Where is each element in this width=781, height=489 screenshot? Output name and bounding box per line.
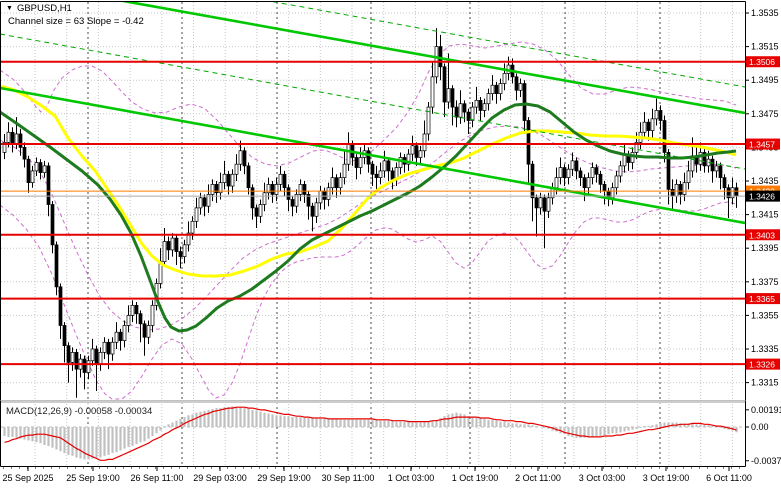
- price-tick-label: 1.3315: [751, 378, 779, 388]
- time-tick-label: 1 Oct 03:00: [388, 473, 435, 483]
- price-tick-label: 1.3415: [751, 210, 779, 220]
- level-box: [746, 138, 780, 150]
- level-box: [746, 358, 780, 370]
- bid-price-box: [746, 190, 780, 202]
- price-axis[interactable]: 1.35351.35151.34951.34751.34551.34351.34…: [745, 0, 781, 489]
- time-tick-label: 6 Oct 11:00: [706, 473, 752, 483]
- macd-signal-line: [4, 406, 737, 461]
- price-tick-label: 1.3395: [751, 243, 779, 253]
- level-box: [746, 56, 780, 68]
- time-tick-label: 29 Sep 03:00: [193, 473, 247, 483]
- macd-indicator-label: MACD(12,26,9) -0.00058 -0.00034: [6, 406, 153, 417]
- macd-scale-label: 0.00: [751, 422, 769, 432]
- pane-borders: [0, 1, 746, 467]
- level-box: [746, 229, 780, 241]
- main-pane[interactable]: [0, 0, 745, 400]
- channel-mid_dashed: [1, 33, 745, 170]
- time-tick-label: 3 Oct 03:00: [579, 473, 626, 483]
- candles: [2, 28, 739, 398]
- channel-lower_solid: [1, 86, 745, 225]
- macd-scale-label: -0.00375: [751, 456, 781, 466]
- time-tick-label: 25 Sep 19:00: [66, 473, 120, 483]
- level-label: 1.3326: [749, 360, 775, 370]
- macd-scale-label: 0.00191: [751, 405, 781, 415]
- ma-fast-yellow: [1, 84, 737, 278]
- level-label: 1.3365: [749, 294, 775, 304]
- time-tick-label: 3 Oct 19:00: [643, 473, 690, 483]
- level-label: 1.3403: [749, 230, 775, 240]
- price-tick-label: 1.3475: [751, 109, 779, 119]
- price-tick-label: 1.3535: [751, 8, 779, 18]
- price-tick-label: 1.3495: [751, 75, 779, 85]
- price-tick-label: 1.3435: [751, 176, 779, 186]
- time-tick-label: 25 Sep 2025: [2, 473, 53, 483]
- price-tick-label: 1.3335: [751, 344, 779, 354]
- channel-upper_solid: [121, 2, 745, 115]
- level-label: 1.3506: [749, 57, 775, 67]
- time-tick-label: 30 Sep 11:00: [322, 473, 375, 483]
- time-tick-label: 2 Oct 11:00: [515, 473, 561, 483]
- bollinger-lower-band: [1, 201, 737, 400]
- time-tick-label: 26 Sep 11:00: [131, 473, 184, 483]
- level-label: 1.3457: [749, 140, 775, 150]
- price-tick-label: 1.3515: [751, 42, 779, 52]
- price-tick-label: 1.3375: [751, 277, 779, 287]
- ma-slow-green: [1, 102, 737, 333]
- symbol-label: GBPUSD,H1: [16, 3, 72, 14]
- level-box: [746, 293, 780, 305]
- macd-pane[interactable]: [3, 406, 738, 461]
- bid-price-label: 1.3426: [749, 192, 775, 202]
- channel-upper_dashed: [272, 2, 745, 88]
- time-tick-label: 29 Sep 19:00: [257, 473, 311, 483]
- bollinger-upper-band: [1, 41, 737, 167]
- channel-info-label: Channel size = 63 Slope = -0.42: [8, 16, 144, 27]
- price-tick-label: 1.3355: [751, 310, 779, 320]
- chevron-down-icon[interactable]: ▼: [6, 5, 13, 12]
- symbol-title: ▼ GBPUSD,H1: [6, 3, 72, 14]
- time-tick-label: 1 Oct 19:00: [452, 473, 499, 483]
- time-axis[interactable]: 25 Sep 2025 25 Sep 19:00 26 Sep 11:00 29 Se…: [2, 467, 752, 483]
